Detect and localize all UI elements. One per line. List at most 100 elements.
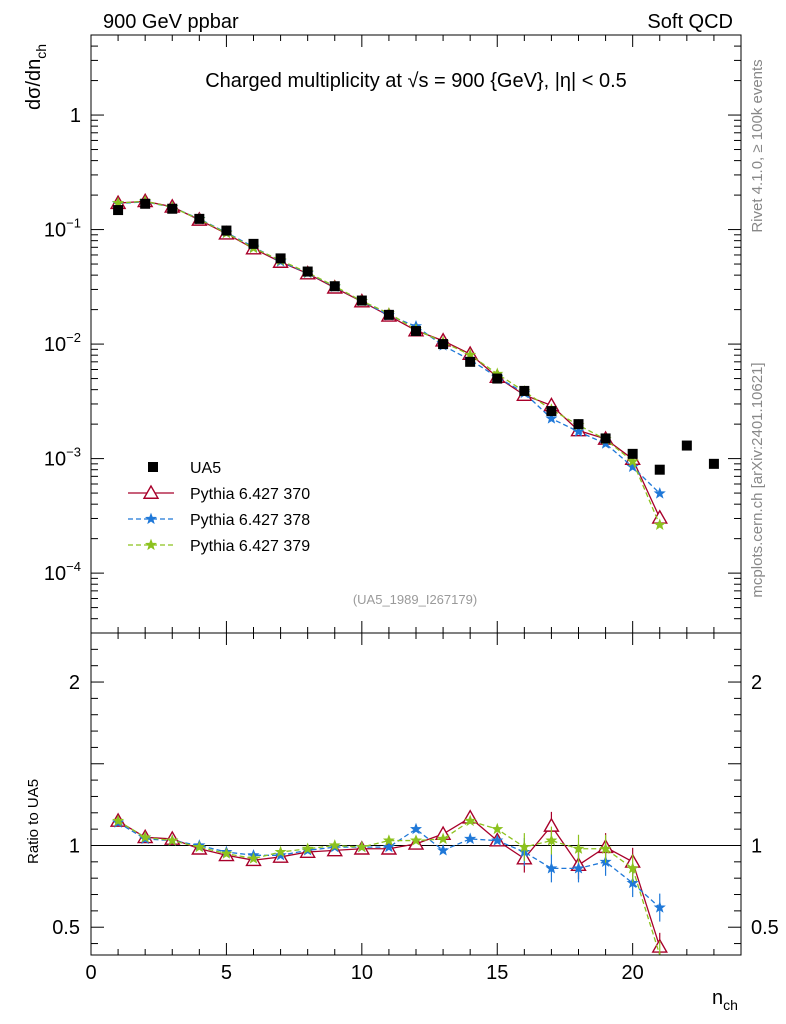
star-marker (409, 822, 423, 835)
ua5-data-point (383, 309, 394, 320)
star-marker (599, 842, 612, 854)
star-marker (112, 814, 125, 827)
y-tick-label-main: 1 (70, 105, 81, 127)
ua5-data-point (248, 238, 259, 249)
y-tick-label-main: 10−1 (44, 216, 81, 242)
y-tick-label-ratio: 0.5 (52, 917, 80, 939)
star-marker (545, 412, 558, 424)
ua5-data-point (492, 373, 503, 384)
star-marker (464, 814, 477, 827)
mcplots-credit-label: mcplots.cern.ch [arXiv:2401.10621] (749, 362, 766, 597)
y-tick-label-base: 10 (44, 220, 66, 242)
ua5-data-point (329, 281, 340, 292)
title-prefix: Charged multiplicity at (205, 70, 407, 92)
ua5-data-point (275, 253, 286, 264)
title-suffix: = 900 {GeV}, |η| < 0.5 (428, 70, 626, 92)
star-marker (144, 512, 158, 525)
star-marker (274, 848, 287, 861)
header-right: Soft QCD (647, 11, 733, 33)
y-tick-label-ratio: 2 (69, 672, 80, 694)
y-tick-label-base: 10 (44, 334, 66, 356)
ua5-data-point (194, 213, 205, 224)
star-marker (220, 847, 233, 859)
data-layer (113, 198, 719, 475)
x-axis-label-sub: ch (723, 997, 738, 1013)
y-tick-label-ratio: 1 (69, 835, 80, 857)
star-marker (382, 834, 395, 846)
star-marker (274, 845, 287, 858)
y-tick-label-exponent: −2 (66, 330, 81, 345)
star-marker (518, 840, 531, 853)
x-tick-label: 20 (622, 962, 644, 984)
star-marker (491, 822, 504, 835)
triangle-marker (142, 484, 160, 499)
star-marker (626, 876, 639, 889)
star-marker (166, 834, 179, 846)
y-tick-label-base: 10 (44, 449, 66, 471)
ua5-data-point (411, 326, 421, 337)
star-marker (139, 830, 152, 843)
star-marker (626, 455, 639, 467)
star-marker (193, 840, 206, 853)
star-marker (653, 487, 666, 499)
rivet-version-label: Rivet 4.1.0, ≥ 100k events (749, 59, 766, 232)
y-tick-label-base: 1 (70, 105, 81, 127)
ua5-data-point (519, 385, 530, 396)
star-marker (301, 842, 314, 854)
y-tick-label-main: 10−2 (44, 330, 81, 356)
ua5-data-point (167, 203, 178, 214)
title-sqrt: √s (408, 70, 429, 92)
ua5-data-point (221, 225, 232, 236)
analysis-id: (UA5_1989_I267179) (353, 592, 477, 607)
series-layer (109, 192, 668, 956)
x-axis-label-text: n (712, 987, 723, 1009)
star-marker (437, 832, 450, 845)
y-tick-label-main: 10−4 (44, 559, 81, 585)
star-marker (572, 425, 585, 437)
legend-series-label: Pythia 6.427 379 (190, 538, 310, 555)
ua5-data-point (573, 419, 584, 430)
star-marker (382, 840, 395, 853)
y-axis-label-main-text: dσ/dn (23, 59, 45, 110)
ratio-series-line (117, 822, 661, 909)
x-tick-label: 0 (85, 962, 96, 984)
y-tick-label-exponent: −1 (66, 216, 81, 231)
star-marker (491, 834, 504, 846)
ua5-data-point (465, 356, 476, 367)
star-marker (328, 839, 341, 851)
ua5-data-point (600, 433, 611, 444)
y-tick-label-main: 10−3 (44, 445, 81, 471)
y-axis-label-ratio: Ratio to UA5 (25, 779, 42, 864)
star-marker (653, 518, 666, 531)
star-marker (409, 834, 423, 846)
ua5-data-point (113, 205, 124, 216)
x-tick-label: 15 (486, 962, 508, 984)
ua5-data-point (627, 448, 638, 459)
star-marker (355, 840, 368, 853)
ua5-data-point (302, 266, 313, 277)
ua5-data-point (356, 295, 367, 306)
star-marker (572, 842, 585, 854)
y-tick-label-exponent: −4 (66, 559, 81, 574)
ua5-data-point (654, 464, 665, 475)
ua5-data-point (708, 458, 719, 469)
main-series-line (118, 201, 661, 494)
ua5-data-point (140, 198, 151, 209)
star-marker (144, 538, 158, 551)
star-marker (464, 832, 477, 845)
ratio-plot-frame (90, 632, 742, 956)
y-tick-label-ratio-right: 0.5 (751, 917, 779, 939)
y-tick-label-exponent: −3 (66, 445, 81, 460)
star-marker (653, 901, 666, 913)
y-axis-label-main-sub: ch (33, 44, 49, 59)
star-marker (545, 862, 558, 874)
y-tick-label-ratio-right: 2 (751, 672, 762, 694)
plot-title: Charged multiplicity at √s = 900 {GeV}, … (205, 70, 627, 92)
x-axis-label: nch (712, 987, 738, 1013)
star-marker (437, 844, 450, 856)
ua5-data-point (546, 406, 557, 417)
y-tick-label-base: 10 (44, 563, 66, 585)
ua5-data-point (681, 440, 692, 451)
